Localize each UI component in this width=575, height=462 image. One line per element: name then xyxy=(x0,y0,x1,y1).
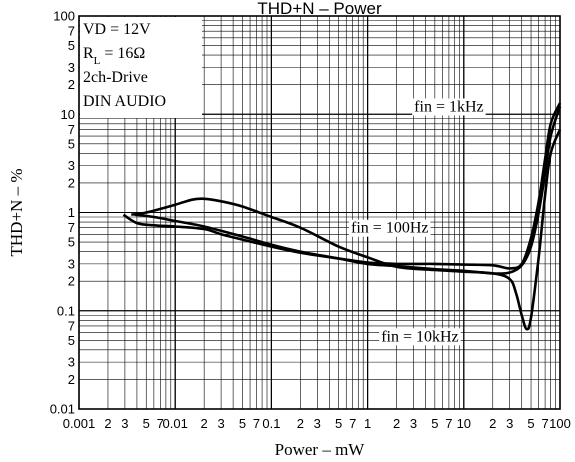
series-label-bg xyxy=(379,328,461,346)
y-tick-label: 7 xyxy=(68,24,75,39)
x-tick-label: 7 xyxy=(445,416,452,431)
y-tick-label: 3 xyxy=(68,355,75,370)
series-line xyxy=(122,102,562,270)
x-tick-label: 3 xyxy=(410,416,417,431)
x-tick-label: 5 xyxy=(527,416,534,431)
chart-title: THD+N – Power xyxy=(257,0,382,18)
y-tick-label: 5 xyxy=(68,136,75,151)
y-tick-label: 7 xyxy=(68,220,75,235)
x-tick-label: 1 xyxy=(364,416,371,431)
series-label-text: fin = 10kHz xyxy=(381,328,458,345)
x-tick-label: 2 xyxy=(201,416,208,431)
series-labels: fin = 1kHz fin = 100Hz fin = 10kHz xyxy=(349,98,486,346)
series-label: fin = 100Hz xyxy=(349,219,431,237)
x-tick-label: 3 xyxy=(217,416,224,431)
x-tick-label: 100 xyxy=(549,416,571,431)
series-label-text: fin = 1kHz xyxy=(414,98,483,115)
series-label-text: fin = 100Hz xyxy=(351,220,428,237)
y-tick-label: 5 xyxy=(68,38,75,53)
x-tick-label: 2 xyxy=(104,416,111,431)
x-tick-label: 0.1 xyxy=(262,416,280,431)
series-lines xyxy=(122,102,562,331)
series-line xyxy=(134,106,562,275)
condition-text: RL = 16Ω xyxy=(83,45,145,67)
condition-text: DIN AUDIO xyxy=(83,93,166,110)
y-tick-label: 100 xyxy=(53,9,75,24)
x-tick-label: 5 xyxy=(431,416,438,431)
series-label-bg xyxy=(412,98,486,116)
y-tick-label: 5 xyxy=(68,333,75,348)
y-tick-label: 2 xyxy=(68,372,75,387)
x-tick-label: 0.001 xyxy=(63,416,96,431)
series-label: fin = 10kHz xyxy=(379,328,461,346)
x-tick-label: 2 xyxy=(393,416,400,431)
x-tick-label: 2 xyxy=(489,416,496,431)
tick-labels: 0.001 2 3 5 70.01 2 3 5 7 0.1 2 3 5 7 1 2 3 5 7 10 2 3 5 7 10010… xyxy=(50,9,571,432)
y-tick-label: 1 xyxy=(68,205,75,220)
x-tick-label: 5 xyxy=(239,416,246,431)
y-tick-label: 5 xyxy=(68,235,75,250)
y-tick-label: 0.1 xyxy=(57,303,75,318)
series-label-bg xyxy=(349,219,431,237)
y-tick-label: 3 xyxy=(68,60,75,75)
x-tick-label: 10 xyxy=(457,416,471,431)
y-tick-label: 0.01 xyxy=(50,402,75,417)
y-tick-label: 2 xyxy=(68,274,75,289)
x-axis-label: Power – mW xyxy=(275,440,366,459)
y-tick-label: 7 xyxy=(68,122,75,137)
x-tick-label: 7 xyxy=(157,416,164,431)
series-line xyxy=(131,128,562,331)
y-tick-label: 7 xyxy=(68,318,75,333)
series-label: fin = 1kHz xyxy=(412,98,486,116)
x-tick-label: 7 xyxy=(541,416,548,431)
conditions-bg xyxy=(80,17,202,118)
condition-text: VD = 12V xyxy=(83,21,151,38)
y-tick-label: 2 xyxy=(68,77,75,92)
x-tick-label: 0.01 xyxy=(163,416,188,431)
y-tick-label: 3 xyxy=(68,158,75,173)
conditions-box: VD = 12V RL = 16Ω 2ch-Drive DIN AUDIO xyxy=(80,17,202,118)
y-axis-label: THD+N – % xyxy=(7,169,26,257)
y-tick-label: 3 xyxy=(68,256,75,271)
x-tick-label: 3 xyxy=(121,416,128,431)
plot-frame xyxy=(78,15,561,410)
x-tick-label: 2 xyxy=(297,416,304,431)
x-tick-label: 7 xyxy=(253,416,260,431)
x-tick-label: 5 xyxy=(335,416,342,431)
x-tick-label: 3 xyxy=(314,416,321,431)
x-tick-label: 3 xyxy=(506,416,513,431)
x-tick-label: 7 xyxy=(349,416,356,431)
y-tick-label: 10 xyxy=(61,107,75,122)
y-tick-label: 2 xyxy=(68,175,75,190)
x-tick-label: 5 xyxy=(143,416,150,431)
condition-text: 2ch-Drive xyxy=(83,69,148,86)
